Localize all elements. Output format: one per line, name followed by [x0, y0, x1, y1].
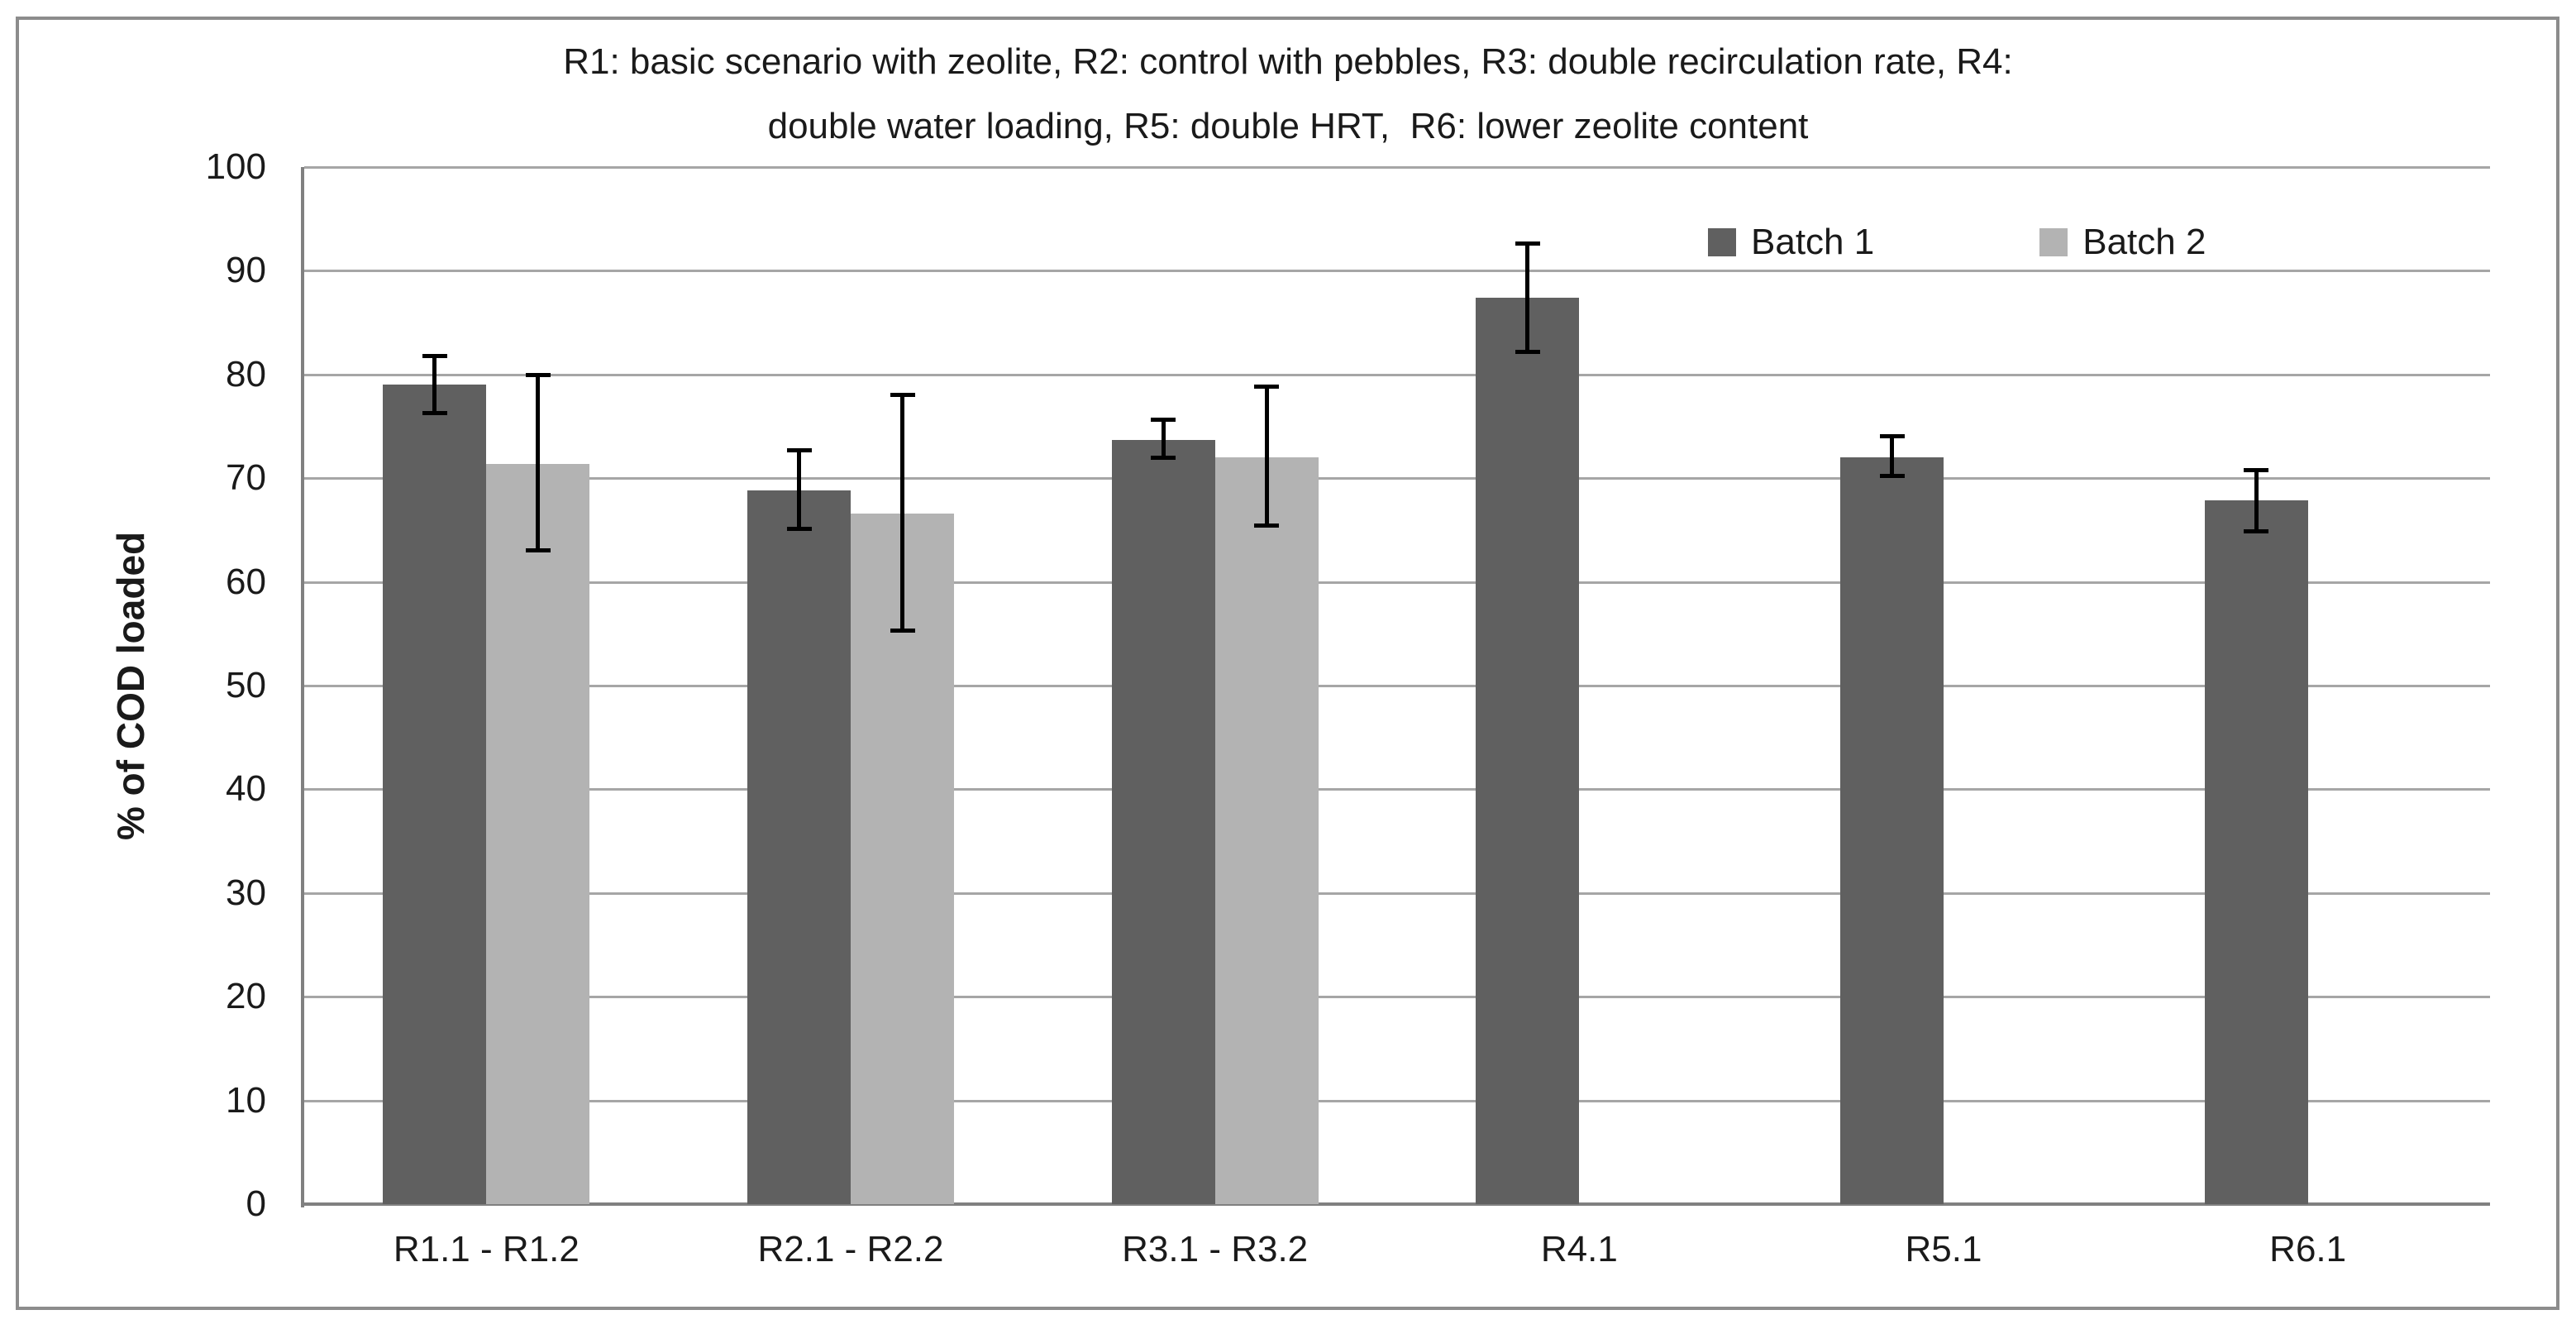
y-tick-label-90: 90 — [226, 250, 266, 291]
legend-label: Batch 2 — [2082, 222, 2206, 262]
error-bar-cap-top — [890, 392, 915, 397]
y-tick-label-80: 80 — [226, 353, 266, 394]
legend-swatch-icon — [2039, 228, 2068, 256]
gridline-10 — [304, 1099, 2490, 1102]
error-bar-cap-top — [1254, 384, 1280, 389]
y-tick-label-0: 0 — [246, 1183, 266, 1224]
legend: Batch 1 Batch 2 — [1708, 222, 2206, 263]
gridline-20 — [304, 996, 2490, 999]
chart-title: R1: basic scenario with zeolite, R2: con… — [563, 41, 2013, 146]
error-bar-stem — [1525, 242, 1530, 353]
legend-item-batch-1: Batch 1 — [1708, 222, 1874, 263]
x-category-label-r3.1-r3.2: R3.1 - R3.2 — [1122, 1229, 1309, 1269]
error-bar-cap-bottom — [525, 547, 551, 552]
error-bar-cap-bottom — [2244, 529, 2269, 534]
error-bar-cap-bottom — [890, 628, 915, 633]
error-bar-stem — [536, 374, 541, 551]
y-tick-label-30: 30 — [226, 872, 266, 913]
y-tick-label-100: 100 — [205, 146, 266, 187]
bar-batch-1-r2.1-r2.2 — [747, 490, 851, 1204]
error-bar-stem — [1264, 385, 1269, 526]
y-tick-label-60: 60 — [226, 561, 266, 602]
error-bar-cap-top — [1879, 433, 1905, 438]
legend-label: Batch 1 — [1751, 222, 1875, 262]
gridline-80 — [304, 373, 2490, 376]
error-bar-cap-bottom — [1254, 523, 1280, 528]
bar-batch-2-r1.1-r1.2 — [486, 463, 590, 1204]
y-tick-label-40: 40 — [226, 768, 266, 810]
error-bar-cap-bottom — [1879, 473, 1905, 478]
error-bar-cap-top — [422, 354, 447, 359]
error-bar-stem — [432, 356, 437, 414]
bar-batch-1-r4.1 — [1476, 298, 1580, 1204]
y-tick-label-20: 20 — [226, 976, 266, 1017]
error-bar-cap-top — [2244, 468, 2269, 473]
gridline-40 — [304, 788, 2490, 791]
error-bar-cap-bottom — [786, 526, 812, 531]
gridline-70 — [304, 477, 2490, 480]
gridline-30 — [304, 892, 2490, 895]
bar-batch-2-r3.1-r3.2 — [1214, 457, 1319, 1204]
y-tick-label-10: 10 — [226, 1079, 266, 1121]
gridline-60 — [304, 581, 2490, 584]
gridline-50 — [304, 685, 2490, 687]
error-bar-stem — [797, 450, 801, 529]
error-bar-cap-top — [525, 372, 551, 377]
error-bar-cap-top — [1151, 417, 1176, 422]
gridline-100 — [304, 166, 2490, 169]
x-axis-line — [304, 1202, 2490, 1206]
error-bar-cap-bottom — [1515, 350, 1540, 355]
error-bar-cap-top — [1515, 241, 1540, 246]
x-category-label-r1.1-r1.2: R1.1 - R1.2 — [393, 1229, 580, 1269]
error-bar-cap-bottom — [1151, 456, 1176, 461]
legend-item-batch-2: Batch 2 — [2039, 222, 2206, 263]
bar-batch-1-r1.1-r1.2 — [383, 385, 487, 1204]
x-category-label-r4.1: R4.1 — [1540, 1229, 1618, 1269]
error-bar-cap-bottom — [422, 411, 447, 416]
gridline-90 — [304, 270, 2490, 273]
legend-swatch-icon — [1708, 228, 1736, 256]
y-tick-label-70: 70 — [226, 457, 266, 499]
y-axis-line — [301, 167, 304, 1207]
plot-area: 0 10 20 30 40 50 60 70 80 90 100 R1.1 - R1.2 R2.1 - … — [206, 146, 2490, 1269]
bar-batch-1-r6.1 — [2204, 500, 2308, 1204]
bar-batch-1-r3.1-r3.2 — [1111, 439, 1215, 1204]
error-bar-cap-top — [786, 448, 812, 453]
error-bar-stem — [900, 394, 904, 631]
bar-batch-1-r5.1 — [1840, 457, 1944, 1204]
figure-border — [16, 17, 2559, 1310]
y-tick-label-50: 50 — [226, 665, 266, 705]
error-bar-stem — [1890, 435, 1894, 476]
x-category-label-r5.1: R5.1 — [1905, 1229, 1982, 1269]
error-bar-stem — [2254, 470, 2259, 533]
error-bar-stem — [1161, 418, 1166, 459]
x-category-label-r2.1-r2.2: R2.1 - R2.2 — [757, 1229, 944, 1269]
x-category-label-r6.1: R6.1 — [2269, 1229, 2347, 1269]
